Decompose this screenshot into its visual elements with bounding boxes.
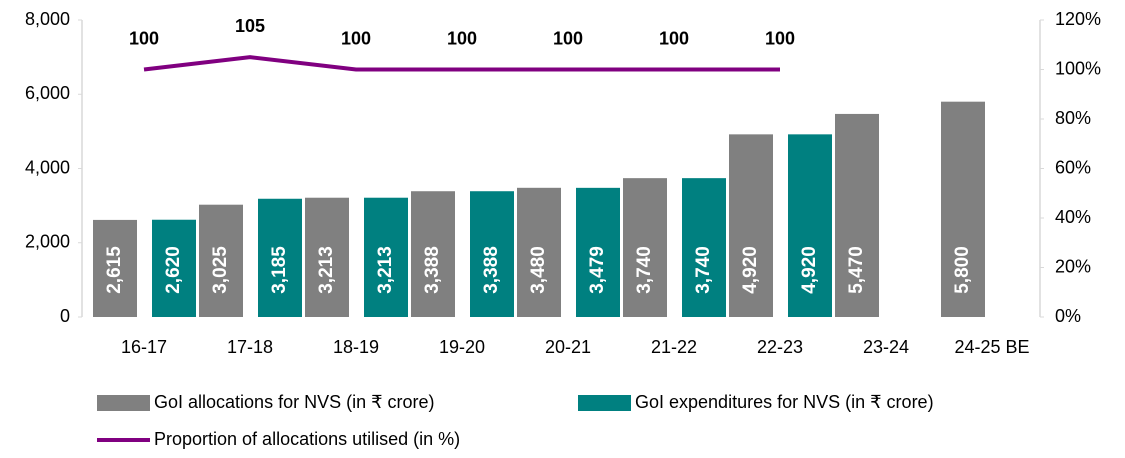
bar	[470, 191, 514, 317]
legend-swatch	[97, 395, 150, 411]
x-tick-label: 22-23	[757, 337, 803, 357]
data-label: 3,740	[634, 246, 655, 294]
y2-tick-label: 120%	[1055, 9, 1101, 29]
line	[143, 55, 780, 72]
line-label: 100	[447, 28, 477, 48]
x-tick-label: 20-21	[545, 337, 591, 357]
y2-tick-label: 100%	[1055, 58, 1101, 78]
x-tick-label: 19-20	[439, 337, 485, 357]
x-tick-label: 18-19	[333, 337, 379, 357]
y2-tick-label: 80%	[1055, 108, 1091, 128]
line-label: 105	[235, 16, 265, 36]
line-label: 100	[129, 28, 159, 48]
bar	[258, 198, 302, 317]
bar	[411, 191, 455, 317]
bar	[623, 178, 667, 317]
x-tick-label: 21-22	[651, 337, 697, 357]
data-label: 5,470	[846, 246, 867, 294]
bar	[517, 187, 561, 317]
data-label: 3,388	[422, 246, 443, 294]
data-label: 4,920	[740, 246, 761, 294]
x-tick-label: 16-17	[121, 337, 167, 357]
bar	[93, 219, 137, 317]
data-label: 4,920	[799, 246, 820, 294]
data-label: 3,480	[528, 246, 549, 294]
y2-tick-label: 60%	[1055, 157, 1091, 177]
bar	[576, 187, 620, 317]
legend-label: GoI expenditures for NVS (in ₹ crore)	[635, 392, 934, 412]
legend-label: GoI allocations for NVS (in ₹ crore)	[154, 392, 435, 412]
bar	[305, 197, 349, 317]
legend-label: Proportion of allocations utilised (in %…	[154, 429, 460, 449]
line-label: 100	[765, 28, 795, 48]
line-label: 100	[341, 28, 371, 48]
legend-swatch	[578, 395, 631, 411]
data-label: 5,800	[952, 246, 973, 294]
bar	[152, 219, 196, 317]
y-tick-label: 8,000	[25, 9, 70, 29]
line-label: 100	[659, 28, 689, 48]
data-label: 3,025	[210, 246, 231, 294]
y-tick-label: 0	[60, 306, 70, 326]
bar	[682, 178, 726, 317]
line-label: 100	[553, 28, 583, 48]
data-label: 2,615	[104, 246, 125, 294]
bar	[835, 113, 879, 318]
y-tick-label: 6,000	[25, 83, 70, 103]
bar	[199, 204, 243, 317]
data-label: 3,213	[316, 246, 337, 294]
x-tick-label: 17-18	[227, 337, 273, 357]
bar	[941, 101, 985, 317]
data-label: 3,388	[481, 246, 502, 294]
data-label: 2,620	[163, 246, 184, 294]
bar	[729, 134, 773, 317]
bar	[788, 134, 832, 317]
y-tick-label: 2,000	[25, 232, 70, 252]
y2-tick-label: 0%	[1055, 306, 1081, 326]
y2-tick-label: 20%	[1055, 256, 1091, 276]
x-tick-label: 24-25 BE	[954, 337, 1029, 357]
data-label: 3,479	[587, 246, 608, 294]
data-label: 3,740	[693, 246, 714, 294]
y2-tick-label: 40%	[1055, 207, 1091, 227]
y-tick-label: 4,000	[25, 157, 70, 177]
data-label: 3,213	[375, 246, 396, 294]
bar	[364, 197, 408, 317]
x-tick-label: 23-24	[863, 337, 909, 357]
data-label: 3,185	[269, 246, 290, 294]
